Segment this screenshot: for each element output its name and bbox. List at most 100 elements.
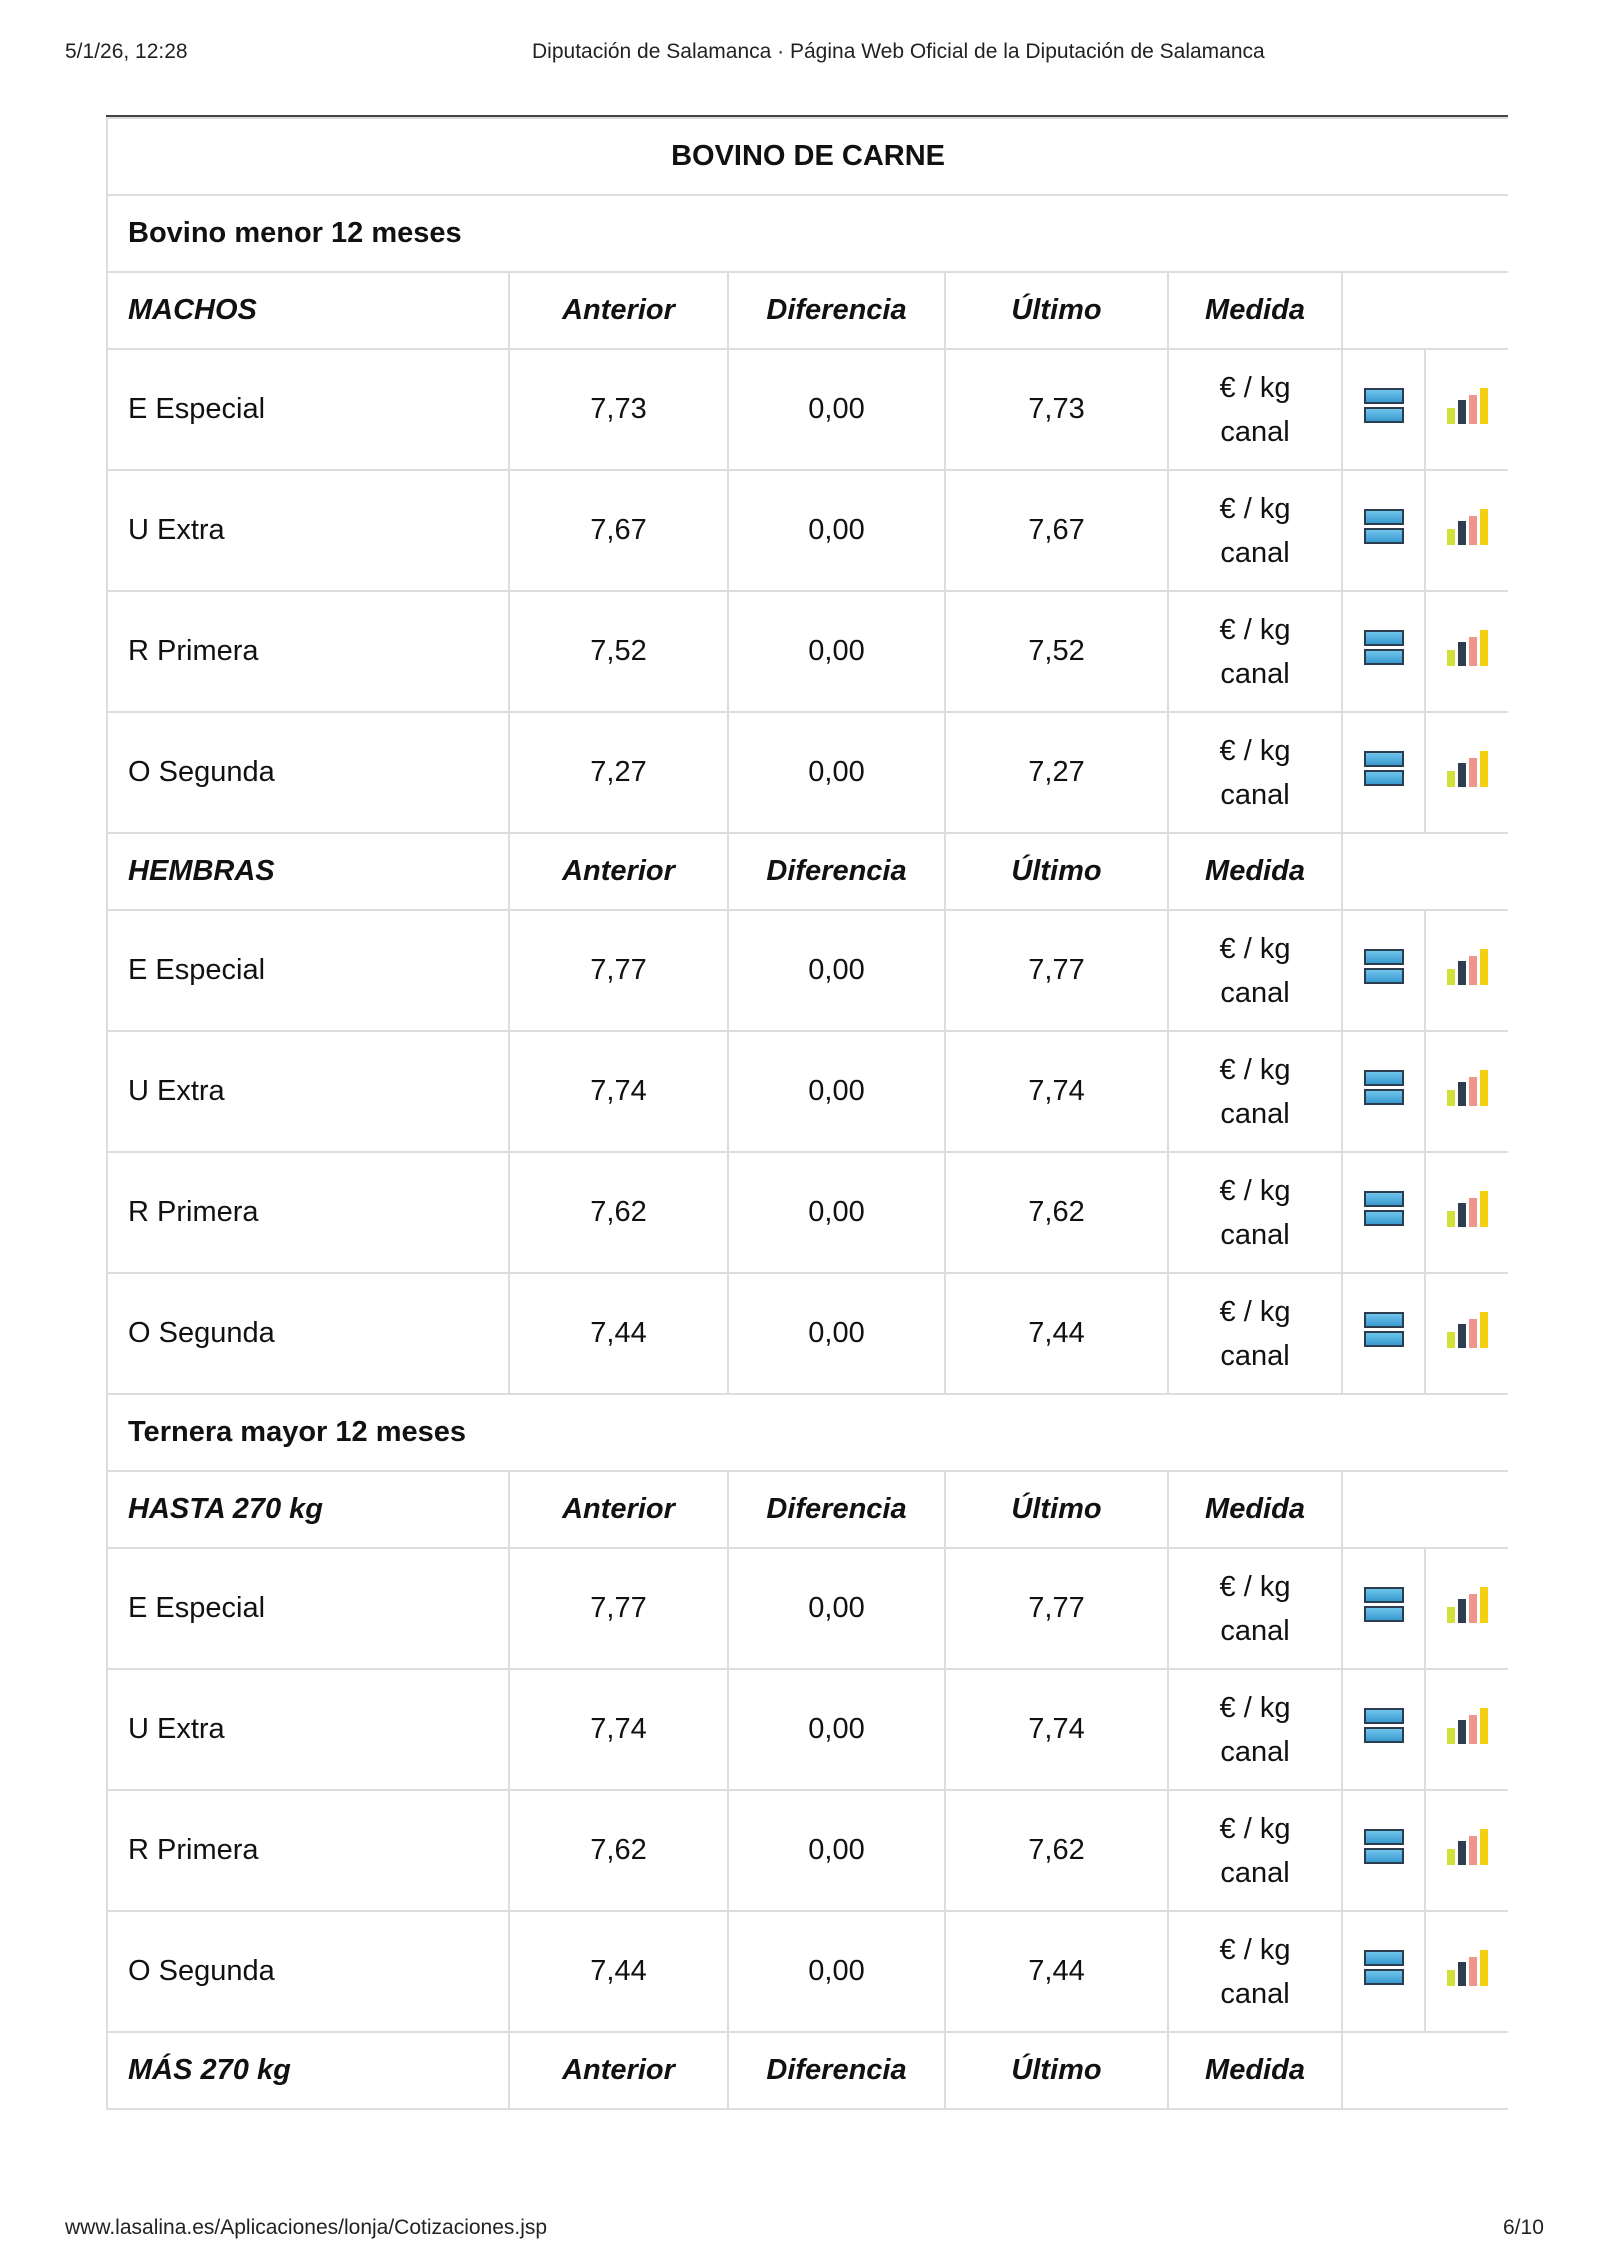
diferencia-value: 0,00 [727,1272,946,1395]
unit-cell: € / kg canal [1167,1668,1343,1791]
unit-line-1: € / kg [1219,1691,1291,1724]
category-label: O Segunda [106,711,510,834]
anterior-value: 7,74 [508,1030,729,1153]
history-list-button[interactable] [1341,348,1426,471]
history-chart-button[interactable] [1423,1030,1508,1153]
prices-table: BOVINO DE CARNE Bovino menor 12 meses MACH… [106,117,1508,2110]
column-header: Diferencia [727,2031,946,2110]
column-header: Medida [1167,1470,1343,1549]
history-chart-button[interactable] [1423,1151,1508,1274]
history-chart-button[interactable] [1423,1272,1508,1395]
history-list-button[interactable] [1341,590,1426,713]
history-chart-button[interactable] [1423,590,1508,713]
list-icon [1363,506,1404,547]
diferencia-value: 0,00 [727,1151,946,1274]
ultimo-value: 7,74 [944,1668,1169,1791]
history-chart-button[interactable] [1423,1910,1508,2033]
history-list-button[interactable] [1341,1668,1426,1791]
anterior-value: 7,67 [508,469,729,592]
history-list-button[interactable] [1341,909,1426,1032]
diferencia-value: 0,00 [727,1789,946,1912]
unit-cell: € / kg canal [1167,1789,1343,1912]
history-list-button[interactable] [1341,1547,1426,1670]
category-label: E Especial [106,909,510,1032]
group-name: MÁS 270 kg [106,2031,510,2110]
history-list-button[interactable] [1341,1910,1426,2033]
category-label: U Extra [106,1668,510,1791]
column-header: Anterior [508,271,729,350]
unit-line-2: canal [1220,536,1290,569]
history-chart-button[interactable] [1423,711,1508,834]
anterior-value: 7,74 [508,1668,729,1791]
history-list-button[interactable] [1341,1151,1426,1274]
history-list-button[interactable] [1341,1789,1426,1912]
unit-line-1: € / kg [1219,1933,1291,1966]
unit-cell: € / kg canal [1167,1030,1343,1153]
bar-chart-icon [1446,1586,1488,1623]
list-icon [1363,748,1404,789]
ultimo-value: 7,52 [944,590,1169,713]
bar-chart-icon [1446,1190,1488,1227]
table-row: U Extra 7,74 0,00 7,74 € / kg canal [106,1668,1508,1791]
column-header: Medida [1167,271,1343,350]
ultimo-value: 7,74 [944,1030,1169,1153]
history-chart-button[interactable] [1423,469,1508,592]
column-header: Anterior [508,1470,729,1549]
table-title: BOVINO DE CARNE [106,117,1508,196]
unit-line-2: canal [1220,976,1290,1009]
table-row: E Especial 7,77 0,00 7,77 € / kg canal [106,909,1508,1032]
group-name: HEMBRAS [106,832,510,911]
unit-line-1: € / kg [1219,1174,1291,1207]
unit-cell: € / kg canal [1167,1272,1343,1395]
category-label: R Primera [106,1789,510,1912]
unit-line-2: canal [1220,1614,1290,1647]
history-chart-button[interactable] [1423,348,1508,471]
anterior-value: 7,62 [508,1151,729,1274]
history-list-button[interactable] [1341,711,1426,834]
list-icon [1363,1705,1404,1746]
group-header-row: HASTA 270 kg Anterior Diferencia Último Medi… [106,1470,1508,1549]
history-chart-button[interactable] [1423,1668,1508,1791]
diferencia-value: 0,00 [727,348,946,471]
ultimo-value: 7,73 [944,348,1169,471]
ultimo-value: 7,44 [944,1910,1169,2033]
unit-line-1: € / kg [1219,1053,1291,1086]
anterior-value: 7,77 [508,909,729,1032]
unit-line-2: canal [1220,1977,1290,2010]
divider [106,115,1508,117]
history-chart-button[interactable] [1423,1789,1508,1912]
column-header: Anterior [508,2031,729,2110]
unit-line-2: canal [1220,415,1290,448]
section-title: Ternera mayor 12 meses [106,1393,1508,1472]
empty-header-cell [1340,1470,1508,1549]
print-page-number: 6/10 [1503,2216,1544,2239]
anterior-value: 7,52 [508,590,729,713]
table-row: E Especial 7,77 0,00 7,77 € / kg canal [106,1547,1508,1670]
history-chart-button[interactable] [1423,1547,1508,1670]
history-chart-button[interactable] [1423,909,1508,1032]
column-header: Medida [1167,832,1343,911]
column-header: Medida [1167,2031,1343,2110]
diferencia-value: 0,00 [727,1547,946,1670]
ultimo-value: 7,67 [944,469,1169,592]
ultimo-value: 7,27 [944,711,1169,834]
unit-line-1: € / kg [1219,492,1291,525]
history-list-button[interactable] [1341,1272,1426,1395]
column-header: Último [944,1470,1169,1549]
bar-chart-icon [1446,508,1488,545]
table-row: O Segunda 7,44 0,00 7,44 € / kg canal [106,1272,1508,1395]
category-label: O Segunda [106,1272,510,1395]
unit-cell: € / kg canal [1167,590,1343,713]
history-list-button[interactable] [1341,469,1426,592]
list-icon [1363,1067,1404,1108]
history-list-button[interactable] [1341,1030,1426,1153]
unit-cell: € / kg canal [1167,1547,1343,1670]
unit-line-2: canal [1220,1856,1290,1889]
table-title-row: BOVINO DE CARNE [106,117,1508,196]
table-row: R Primera 7,62 0,00 7,62 € / kg canal [106,1151,1508,1274]
unit-cell: € / kg canal [1167,469,1343,592]
print-datetime: 5/1/26, 12:28 [65,40,188,63]
unit-cell: € / kg canal [1167,909,1343,1032]
group-name: HASTA 270 kg [106,1470,510,1549]
diferencia-value: 0,00 [727,469,946,592]
